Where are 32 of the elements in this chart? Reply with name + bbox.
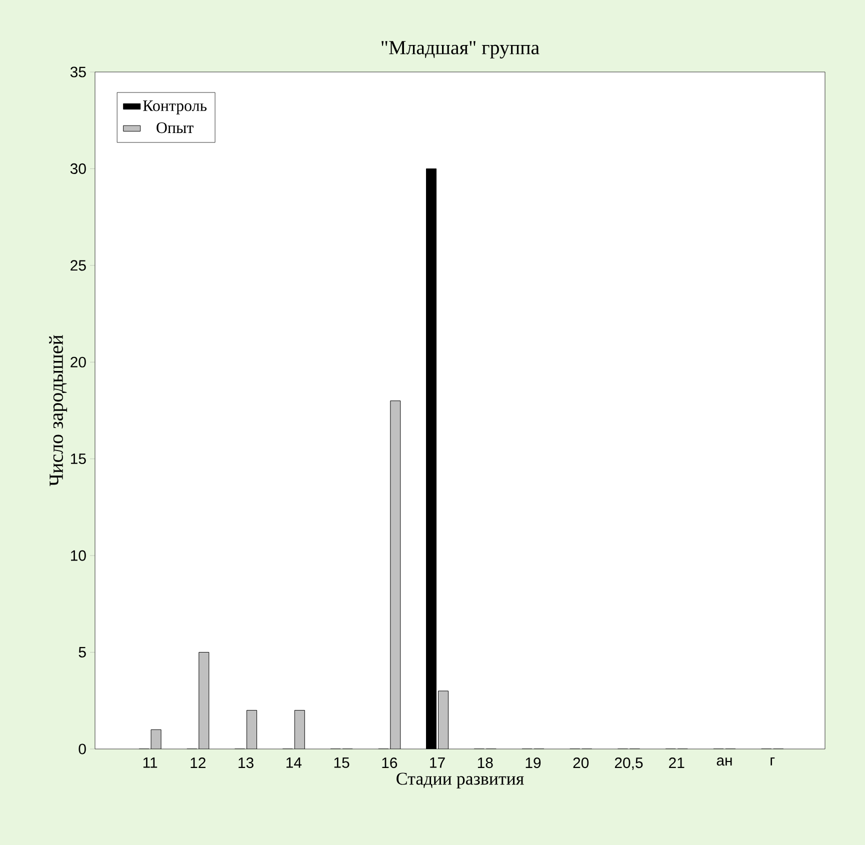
- y-tick-label: 20: [70, 356, 86, 368]
- x-tick-label: ан: [716, 758, 732, 766]
- legend-label: Контроль: [143, 100, 207, 114]
- bar: [438, 690, 449, 749]
- x-tick-label: 12: [190, 758, 206, 768]
- chart-title: "Младшая" группа: [382, 41, 540, 58]
- bar: [246, 710, 258, 749]
- x-tick-label: 17: [430, 758, 445, 768]
- x-axis-title: Стадии развития: [396, 772, 524, 788]
- y-tick-label: 30: [70, 163, 86, 174]
- x-tick-label: г: [770, 758, 775, 766]
- x-tick-label: 13: [238, 758, 254, 768]
- y-tick-label: 5: [78, 647, 86, 658]
- y-tick-label: 15: [71, 454, 86, 464]
- x-tick-label: 21: [669, 758, 684, 768]
- x-tick-label: 20: [573, 758, 589, 768]
- x-tick-label: 18: [478, 758, 493, 768]
- bar: [390, 400, 401, 749]
- y-tick-label: 35: [70, 66, 86, 78]
- y-tick-label: 0: [78, 744, 86, 754]
- x-tick-label: 19: [526, 758, 541, 768]
- y-axis-title: Число зародышей: [49, 335, 68, 486]
- x-tick-label: 11: [143, 758, 158, 768]
- bar: [198, 652, 210, 749]
- bar: [294, 710, 305, 749]
- y-tick-label: 25: [70, 260, 86, 271]
- x-tick-label: 16: [382, 758, 398, 768]
- x-tick-label: 20,5: [614, 758, 643, 770]
- legend-label: Опыт: [156, 122, 194, 134]
- x-tick-label: 15: [334, 758, 350, 768]
- y-tick-label: 10: [71, 550, 86, 561]
- x-tick-label: 14: [286, 758, 302, 768]
